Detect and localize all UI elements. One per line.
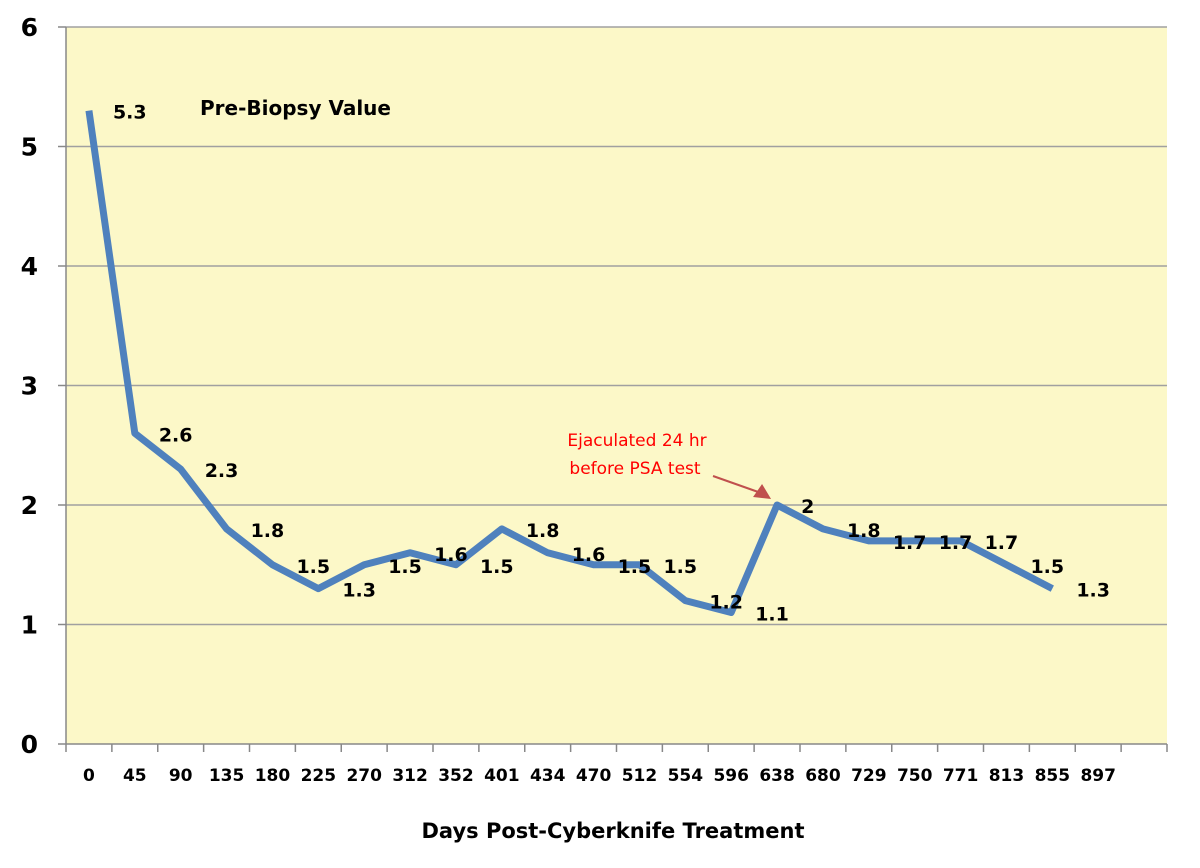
data-label: 1.6	[434, 544, 468, 566]
x-tick-label: 680	[805, 766, 841, 786]
data-label: 1.7	[893, 532, 927, 554]
data-label: 2	[801, 496, 814, 518]
data-label: 1.1	[755, 604, 789, 626]
y-tick-label: 1	[21, 611, 38, 640]
x-tick-label: 855	[1035, 766, 1071, 786]
x-axis-title: Days Post-Cyberknife Treatment	[421, 819, 804, 843]
data-label: 1.2	[709, 592, 743, 614]
x-axis: 0 45 90 135 180 225 270 312 352 401 434 470 512 554 59…	[66, 744, 1167, 786]
x-tick-label: 401	[484, 766, 520, 786]
ejaculation-annotation-line1: Ejaculated 24 hr	[567, 431, 706, 451]
x-tick-label: 0	[83, 766, 95, 786]
data-label: 1.5	[480, 556, 514, 578]
data-label: 1.5	[296, 556, 330, 578]
data-label: 1.3	[342, 580, 376, 602]
x-tick-label: 470	[576, 766, 612, 786]
x-tick-label: 225	[301, 766, 337, 786]
data-label: 1.6	[572, 544, 606, 566]
pre-biopsy-annotation: Pre-Biopsy Value	[200, 96, 391, 120]
x-tick-label: 554	[668, 766, 704, 786]
data-label: 1.5	[663, 556, 697, 578]
data-label: 1.5	[618, 556, 652, 578]
y-tick-label: 4	[21, 252, 38, 281]
data-label: 2.3	[205, 460, 239, 482]
data-label: 2.6	[159, 424, 193, 446]
y-tick-label: 5	[21, 133, 38, 162]
y-tick-label: 6	[21, 13, 38, 42]
x-tick-label: 512	[622, 766, 658, 786]
x-tick-label: 729	[851, 766, 887, 786]
ejaculation-annotation-line2: before PSA test	[569, 459, 700, 479]
x-tick-label: 813	[989, 766, 1025, 786]
x-tick-label: 638	[759, 766, 795, 786]
x-tick-label: 135	[209, 766, 245, 786]
y-tick-label: 3	[21, 372, 38, 401]
x-tick-label: 897	[1080, 766, 1116, 786]
x-tick-label: 270	[346, 766, 382, 786]
y-axis: 0 1 2 3 4 5 6	[21, 13, 66, 759]
x-tick-label: 750	[897, 766, 933, 786]
x-tick-label: 771	[943, 766, 979, 786]
data-label: 1.5	[388, 556, 422, 578]
data-label: 1.8	[847, 520, 881, 542]
y-tick-label: 0	[21, 730, 38, 759]
x-tick-label: 180	[255, 766, 291, 786]
x-tick-label: 434	[530, 766, 566, 786]
data-label: 1.7	[985, 532, 1019, 554]
data-label: 1.7	[939, 532, 973, 554]
data-label: 5.3	[113, 102, 147, 124]
x-tick-label: 312	[392, 766, 428, 786]
data-label: 1.8	[251, 520, 285, 542]
x-tick-label: 45	[123, 766, 147, 786]
x-tick-label: 596	[713, 766, 749, 786]
data-label: 1.5	[1030, 556, 1064, 578]
x-tick-label: 90	[169, 766, 193, 786]
y-tick-label: 2	[21, 491, 38, 520]
data-label: 1.3	[1076, 580, 1110, 602]
x-tick-label: 352	[438, 766, 474, 786]
data-label: 1.8	[526, 520, 560, 542]
